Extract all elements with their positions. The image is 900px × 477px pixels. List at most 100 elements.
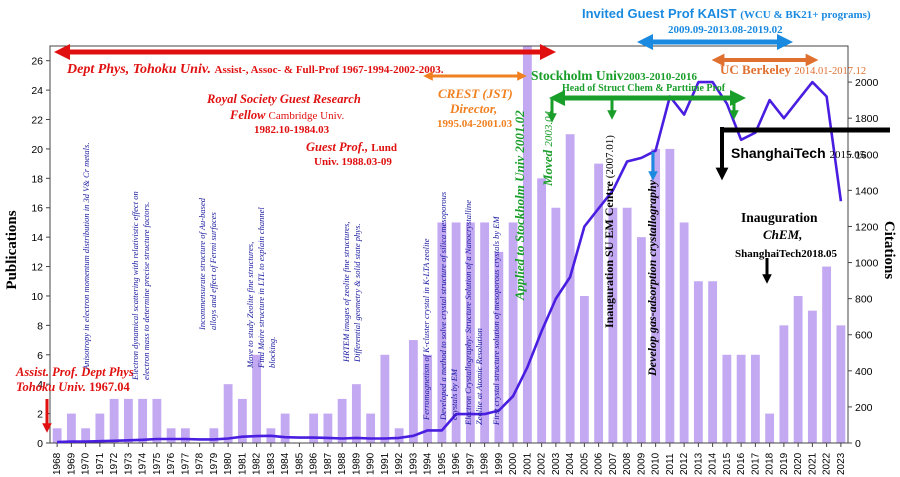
note-hrtem-l1: Differential geometry & solid state phys… [352,224,362,364]
assist-line1: Assist. Prof. Dept Phys [15,365,134,379]
royal-line1: Royal Society Guest Research [206,92,361,106]
x-tick-label: 1985 [294,452,305,475]
note-moved: Moved 2003.04 [540,110,555,187]
bar-2017 [750,354,760,443]
y-right-title: Citations [881,221,897,280]
bar-2012 [679,222,689,443]
x-tick-label: 1987 [323,452,334,475]
lund-word: Lund [371,142,397,154]
right-tick-label: 600 [855,330,873,342]
x-tick-label: 2023 [836,452,847,475]
shanghai-name: ShanghaiTech [731,145,830,161]
x-tick-label: 2011 [665,453,676,475]
right-tick-label: 0 [855,438,861,450]
bar-2020 [793,295,803,443]
annotations: Dept Phys, Tohoku Univ. Assist-, Assoc- … [15,6,890,433]
bar-1972 [109,398,119,443]
x-tick-label: 2021 [807,452,818,475]
tohoku-label: Dept Phys, Tohoku Univ. Assist-, Assoc- … [66,62,444,77]
x-tick-label: 2002 [537,452,548,475]
x-tick-label: 1997 [465,452,476,475]
bar-1984 [280,413,290,443]
inaug-line1: Inauguration [741,210,818,225]
x-tick-label: 1984 [280,452,291,475]
bar-1973 [123,398,133,443]
x-tick-label: 2009 [636,452,647,475]
right-tick-label: 2000 [855,77,879,89]
note-anisotropy-l0: Anisotropy in electron momentum distribu… [81,143,91,371]
note-incommensurate-l1: alloys and effect of Fermi surfaces [208,212,218,330]
crest-line2: Director, [449,101,497,116]
bar-2005 [579,295,589,443]
bar-2004 [565,134,575,443]
note-zeolite-moire-l0: Move to study Zeolite fine structures, [245,242,255,369]
x-tick-label: 1994 [423,452,434,475]
x-tick-label: 1971 [95,452,106,475]
bar-1994 [423,354,433,443]
x-tick-label: 1973 [123,452,134,475]
assist-date: 1967.04 [86,380,131,394]
x-tick-label: 1996 [451,452,462,475]
left-tick-label: 18 [31,173,43,185]
bar-2013 [693,281,703,443]
bar-2019 [779,325,789,443]
kaist-name: Invited Guest Prof KAIST [582,6,740,21]
right-tick-label: 1800 [855,113,879,125]
x-tick-label: 1978 [195,452,206,475]
bar-1969 [66,413,76,443]
x-tick-label: 1981 [237,452,248,475]
x-tick-label: 2020 [793,452,804,475]
bar-1988 [337,398,347,443]
x-tick-label: 1970 [81,452,92,475]
x-tick-label: 1968 [52,452,63,475]
left-tick-label: 24 [31,85,43,97]
bar-2000 [508,222,518,443]
bar-1989 [351,384,361,443]
note-ferromagnetism-l0: Ferromagnetism of K-cluster crystal in K… [421,238,431,421]
bar-2003 [551,207,561,443]
x-tick-label: 2022 [822,452,833,475]
berkeley-name: UC Berkeley [720,62,794,77]
x-tick-label: 1969 [66,452,77,475]
note-dynamical-l0: Electron dynamical scattering with relat… [130,191,140,381]
x-tick-label: 1990 [366,452,377,475]
assist-line2: Tohoku Univ. 1967.04 [16,380,130,394]
note-incommensurate-l0: Incommensurate structure of Au-based [197,197,207,331]
x-tick-label: 2000 [508,452,519,475]
left-tick-label: 0 [37,438,43,450]
left-tick-label: 16 [31,203,43,215]
note-nanocrystalline-l0: Electron Crystallography: Structure Solu… [463,200,473,426]
x-tick-label: 1979 [209,452,220,475]
bar-2021 [807,310,817,443]
right-tick-label: 200 [855,402,873,414]
right-tick-label: 1200 [855,221,879,233]
note-hrtem-l0: HRTEM images of zeolite fine structures, [341,222,351,363]
x-tick-label: 2004 [565,452,576,475]
left-tick-label: 12 [31,262,43,274]
bar-1979 [209,428,219,443]
bar-1986 [309,413,319,443]
bar-1980 [223,384,233,443]
note-mesoporous-l1: crystals by EM [449,368,459,420]
right-tick-label: 800 [855,294,873,306]
note-dynamical-l1: electron mass to determine precise struc… [141,202,151,380]
left-tick-label: 10 [31,291,43,303]
stockholm-line2: Head of Struct Chem & Parttime Prof [562,83,726,94]
left-tick-label: 26 [31,56,43,68]
bar-2007 [608,207,618,443]
bar-1971 [95,413,105,443]
note-applied-l0: Applied to Stockholm Univ 2001.02 [512,110,527,301]
x-tick-label: 1977 [180,452,191,475]
kaist-line2: 2009.09-2013.08-2019.02 [668,24,783,36]
bar-1995 [437,222,447,443]
stockholm-line1: Stockholm Univ2003-2010-2016 [531,68,697,83]
x-tick-label: 1972 [109,452,120,475]
royal-line2: Fellow Cambridge Univ. [229,108,344,122]
bar-2011 [665,148,675,444]
x-tick-label: 1989 [351,452,362,475]
bar-1981 [237,398,247,443]
left-tick-label: 2 [37,409,43,421]
note-su-em: Inauguration SU EM Centre (2007.01) [602,135,616,328]
bar-1977 [180,428,190,443]
x-tick-label: 2001 [522,452,533,475]
